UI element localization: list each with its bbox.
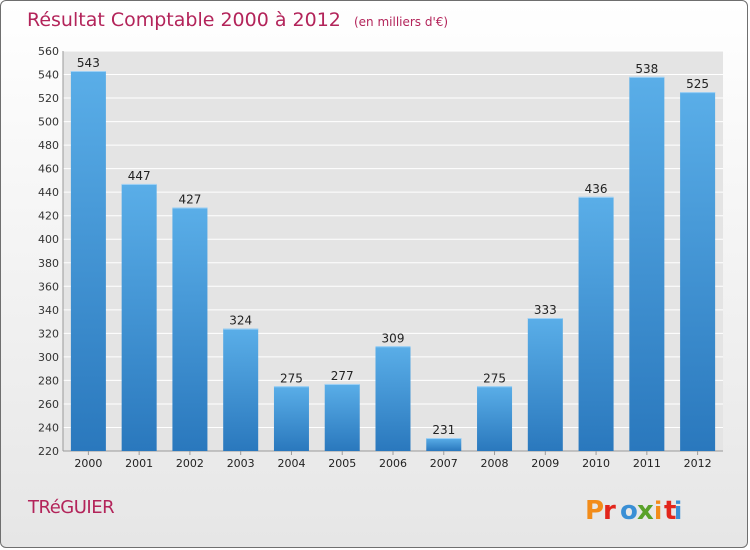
x-tick-label: 2011	[633, 457, 661, 470]
y-tick-label: 240	[38, 421, 59, 434]
y-tick-label: 340	[38, 304, 59, 317]
logo-letter: o	[620, 496, 638, 526]
x-tick-label: 2006	[379, 457, 407, 470]
x-tick-label: 2000	[74, 457, 102, 470]
title-block: Résultat Comptable 2000 à 2012 (en milli…	[27, 9, 448, 31]
data-label: 538	[635, 62, 658, 76]
y-tick-label: 440	[38, 186, 59, 199]
data-label: 543	[77, 56, 100, 70]
y-tick-label: 260	[38, 398, 59, 411]
y-tick-label: 500	[38, 116, 59, 129]
data-label: 333	[534, 303, 557, 317]
bar	[273, 386, 309, 451]
x-tick-label: 2004	[277, 457, 305, 470]
logo-letter: i	[654, 497, 662, 525]
x-tick-label: 2009	[531, 457, 559, 470]
x-tick-label: 2010	[582, 457, 610, 470]
logo-letter: t	[664, 496, 676, 526]
y-tick-label: 560	[38, 45, 59, 58]
bar	[121, 183, 157, 452]
data-label: 309	[382, 331, 405, 345]
x-tick-label: 2003	[227, 457, 255, 470]
y-tick-label: 400	[38, 233, 59, 246]
logo-letter: P	[585, 496, 604, 526]
data-label: 275	[280, 371, 303, 385]
bar	[680, 92, 716, 452]
proxiti-logo-mark: Pr o x i ti	[585, 496, 682, 526]
bar	[223, 328, 259, 451]
data-label: 525	[686, 77, 709, 91]
y-tick-label: 280	[38, 374, 59, 387]
chart-title: Résultat Comptable 2000 à 2012	[27, 9, 341, 31]
bar	[172, 207, 208, 451]
x-tick-label: 2012	[684, 457, 712, 470]
x-tick-label: 2001	[125, 457, 153, 470]
bar	[426, 438, 462, 451]
data-label: 324	[229, 314, 252, 328]
y-tick-label: 320	[38, 327, 59, 340]
logo-letter: x	[637, 496, 654, 526]
bar	[629, 76, 665, 451]
bar	[527, 318, 563, 451]
y-tick-label: 420	[38, 210, 59, 223]
plot-area: 220 240 260 280 300 320 340 360 380 400 420 440 460 4…	[38, 45, 723, 470]
commune-name: TRéGUIER	[28, 497, 115, 518]
x-tick-label: 2007	[430, 457, 458, 470]
y-tick-label: 380	[38, 257, 59, 270]
logo-letter: i	[674, 497, 682, 525]
bar	[324, 383, 360, 451]
logo-letter: r	[603, 496, 616, 526]
data-label: 427	[178, 192, 201, 206]
bar	[70, 71, 106, 451]
data-label: 275	[483, 371, 506, 385]
bar	[375, 346, 411, 451]
bar	[578, 196, 614, 451]
y-tick-label: 520	[38, 92, 59, 105]
y-tick-label: 220	[38, 445, 59, 458]
bar	[477, 386, 513, 451]
y-tick-label: 300	[38, 351, 59, 364]
x-tick-label: 2002	[176, 457, 204, 470]
bar-chart: 220 240 260 280 300 320 340 360 380 400 420 440 460 4…	[38, 45, 723, 470]
y-tick-label: 480	[38, 139, 59, 152]
y-tick-label: 460	[38, 163, 59, 176]
chart-unit: (en milliers d'€)	[353, 15, 449, 29]
data-label: 447	[128, 169, 151, 183]
y-tick-label: 360	[38, 280, 59, 293]
x-tick-label: 2008	[481, 457, 509, 470]
data-label: 436	[585, 182, 608, 196]
data-label: 277	[331, 369, 354, 383]
y-tick-label: 540	[38, 69, 59, 82]
x-tick-label: 2005	[328, 457, 356, 470]
data-label: 231	[432, 423, 455, 437]
